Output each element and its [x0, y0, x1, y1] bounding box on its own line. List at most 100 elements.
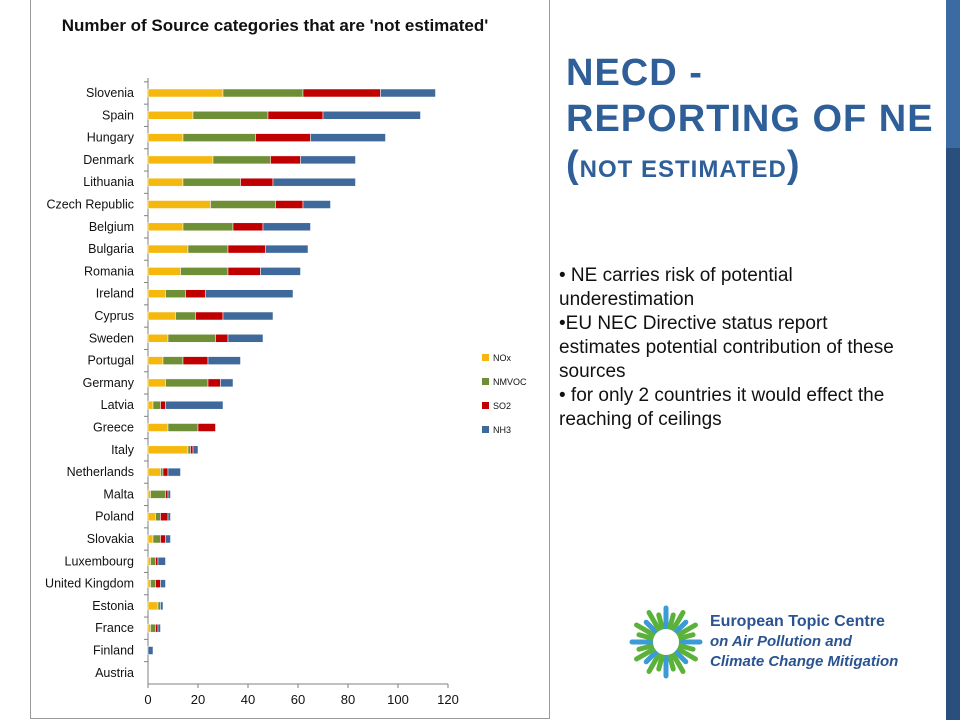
- bar-segment-nmvoc: [152, 400, 161, 410]
- bar-segment-so2: [160, 400, 166, 410]
- bullet-item: • for only 2 countries it would effect t…: [559, 385, 885, 430]
- category-label: Netherlands: [67, 465, 134, 479]
- category-label: Bulgaria: [88, 242, 134, 256]
- x-tick-label: 0: [144, 692, 151, 707]
- category-label: Cyprus: [94, 309, 134, 323]
- bar-segment-nmvoc: [160, 467, 164, 477]
- bar-segment-nh3: [167, 512, 171, 521]
- bar-segment-nox: [147, 88, 224, 98]
- slide-title: NECD - REPORTING OF NE (NOT ESTIMATED): [566, 50, 936, 193]
- bar-segment-nmvoc: [157, 601, 161, 611]
- bar-segment-so2: [160, 512, 169, 521]
- bar-segment-so2: [302, 88, 381, 98]
- x-tick-label: 80: [341, 692, 355, 707]
- bar-segment-nmvoc: [150, 579, 156, 588]
- bar-segment-so2: [155, 579, 161, 588]
- bar-segment-so2: [182, 356, 209, 365]
- bar-segment-nmvoc: [150, 557, 156, 566]
- bar-segment-so2: [162, 467, 169, 477]
- bar-segment-nmvoc: [222, 88, 304, 98]
- category-label: United Kingdom: [45, 577, 134, 591]
- bar-segment-nh3: [207, 356, 241, 365]
- bar-segment-nmvoc: [150, 490, 166, 499]
- bar-segment-nh3: [262, 222, 311, 232]
- category-label: Greece: [93, 421, 134, 435]
- x-tick-label: 20: [191, 692, 205, 707]
- bar-segment-nox: [147, 222, 184, 232]
- logo-text: European Topic Centre on Air Pollution a…: [710, 612, 920, 672]
- bar-segment-nmvoc: [162, 356, 184, 365]
- bar-segment-nox: [147, 267, 181, 276]
- bar-segment-nox: [147, 155, 214, 165]
- category-label: Malta: [103, 487, 134, 501]
- bar-segment-nox: [147, 111, 194, 120]
- bar-segment-nh3: [157, 623, 161, 633]
- legend-swatch-nox: [482, 354, 489, 361]
- bar-segment-nh3: [165, 400, 224, 410]
- bar-segment-nmvoc: [187, 244, 229, 254]
- bar-segment-nox: [147, 311, 176, 321]
- bar-segment-nmvoc: [165, 289, 186, 298]
- bar-segment-so2: [275, 200, 304, 209]
- bar-segment-nh3: [265, 244, 309, 254]
- logo-ray: [675, 622, 698, 638]
- bar-segment-nmvoc: [187, 445, 191, 455]
- bar-segment-nox: [147, 445, 189, 455]
- logo-ray: [656, 653, 665, 672]
- stacked-bar-chart: 0 20 40 60 80 100 120 Slovenia Spain Hungary Denma…: [45, 78, 527, 707]
- bar-segment-nox: [147, 490, 151, 499]
- bar-segment-nmvoc: [182, 133, 256, 142]
- category-label: Portugal: [87, 354, 134, 368]
- bar-segment-nox: [147, 200, 211, 209]
- etc-logo: European Topic Centre on Air Pollution a…: [628, 598, 918, 688]
- logo-ray: [670, 610, 686, 633]
- legend-label-nox: NOx: [493, 353, 512, 363]
- category-label: Luxembourg: [65, 554, 135, 568]
- logo-ray: [643, 619, 659, 635]
- bullet-list: • NE carries risk of potential underesti…: [559, 264, 899, 432]
- logo-ray: [646, 651, 662, 674]
- bar-segment-nox: [147, 423, 169, 432]
- bar-segment-nmvoc: [182, 222, 234, 232]
- category-label: Ireland: [96, 287, 134, 301]
- bar-segment-nmvoc: [182, 177, 241, 187]
- bar-segment-nh3: [220, 378, 234, 388]
- bar-segment-nh3: [260, 267, 301, 276]
- logo-ray: [667, 653, 676, 672]
- bar-segment-nh3: [302, 200, 331, 209]
- logo-ray: [634, 646, 657, 662]
- logo-ray: [634, 622, 657, 638]
- logo-ray: [677, 632, 696, 641]
- bar-segment-nox: [147, 244, 189, 254]
- bar-segment-nh3: [300, 155, 356, 165]
- logo-ray: [643, 649, 659, 665]
- accent-bar-top: [946, 0, 960, 148]
- x-tick-label: 120: [437, 692, 459, 707]
- category-label: Latvia: [101, 398, 134, 412]
- category-label: Czech Republic: [46, 198, 134, 212]
- legend-swatch-nmvoc: [482, 378, 489, 385]
- logo-ray: [673, 619, 689, 635]
- bar-segment-nox: [147, 356, 164, 365]
- bar-segment-nh3: [205, 289, 294, 298]
- logo-ray: [673, 649, 689, 665]
- bar-segment-nh3: [222, 311, 274, 321]
- bar-segment-nox: [147, 133, 184, 142]
- bar-segment-so2: [255, 133, 311, 142]
- bar-segment-nh3: [160, 601, 164, 611]
- bar-segment-so2: [227, 244, 266, 254]
- bar-segment-nox: [147, 378, 166, 388]
- bar-segment-so2: [232, 222, 264, 232]
- chart-panel: [30, 0, 550, 719]
- x-tick-label: 100: [387, 692, 409, 707]
- category-label: Romania: [84, 264, 134, 278]
- bullet-item: • NE carries risk of potential underesti…: [559, 265, 793, 310]
- legend-label-nmvoc: NMVOC: [493, 377, 527, 387]
- legend-swatch-so2: [482, 402, 489, 409]
- bar-segment-nmvoc: [180, 267, 229, 276]
- logo-ray: [677, 643, 696, 652]
- logo-ray: [636, 632, 655, 641]
- bar-segment-so2: [160, 534, 166, 544]
- category-label: Sweden: [89, 331, 134, 345]
- bar-segment-so2: [215, 334, 229, 343]
